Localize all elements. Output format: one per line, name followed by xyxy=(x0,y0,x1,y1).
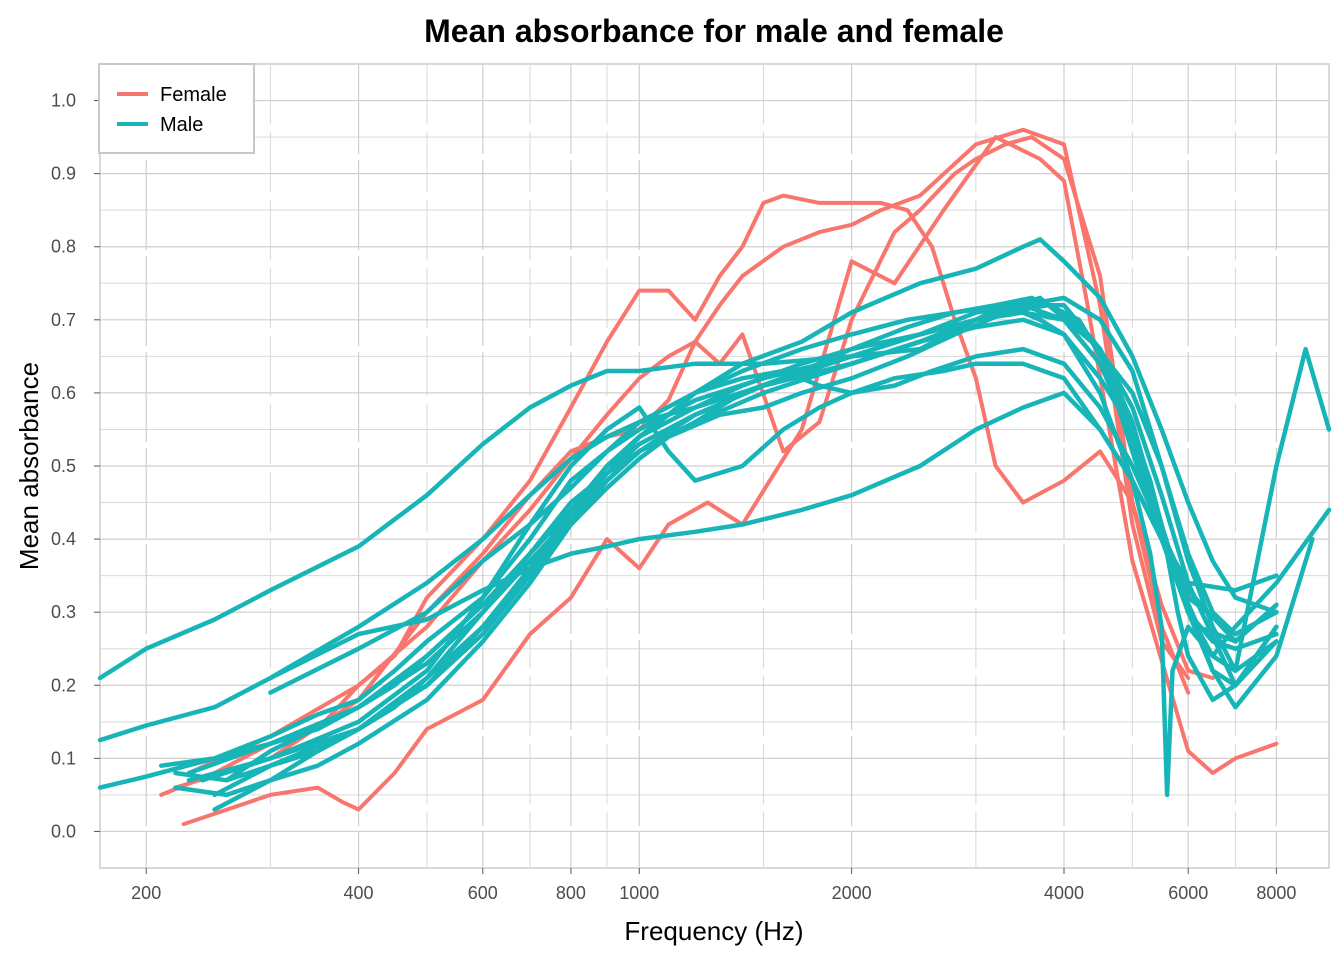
x-tick-label: 6000 xyxy=(1168,883,1208,903)
y-tick-label: 0.7 xyxy=(51,310,76,330)
y-axis-title: Mean absorbance xyxy=(14,362,44,570)
legend-label-male: Male xyxy=(160,114,203,136)
series-line-female xyxy=(173,135,1191,790)
x-tick-label: 800 xyxy=(556,883,586,903)
series-line-female xyxy=(181,135,1279,827)
chart-title: Mean absorbance for male and female xyxy=(424,13,1004,49)
legend: Female Male xyxy=(98,63,255,154)
x-axis-title: Frequency (Hz) xyxy=(624,916,803,946)
y-tick-label: 0.4 xyxy=(51,529,76,549)
series-group xyxy=(97,127,1332,827)
y-tick-label: 0.6 xyxy=(51,383,76,403)
series-line-male xyxy=(199,302,1279,783)
series-line-male xyxy=(268,237,1279,695)
y-tick-label: 0.2 xyxy=(51,675,76,695)
x-tick-label: 400 xyxy=(344,883,374,903)
series-line-female xyxy=(159,193,1215,797)
y-tick-label: 0.8 xyxy=(51,237,76,257)
y-axis: 0.0 0.1 0.2 0.3 0.4 0.5 0.6 0.7 0.8 0.9 1.0 xyxy=(51,91,100,841)
legend-label-female: Female xyxy=(160,84,227,106)
x-tick-label: 600 xyxy=(468,883,498,903)
series-line-male xyxy=(212,302,1279,812)
y-tick-label: 0.0 xyxy=(51,821,76,841)
x-tick-label: 200 xyxy=(131,883,161,903)
y-tick-label: 0.9 xyxy=(51,164,76,184)
x-tick-label: 1000 xyxy=(619,883,659,903)
x-tick-label: 4000 xyxy=(1044,883,1084,903)
series-line-male xyxy=(173,302,1279,798)
y-tick-label: 0.3 xyxy=(51,602,76,622)
plot-panel xyxy=(97,63,1332,869)
x-tick-label: 8000 xyxy=(1256,883,1296,903)
x-tick-label: 2000 xyxy=(832,883,872,903)
y-tick-label: 0.1 xyxy=(51,748,76,768)
legend-box xyxy=(98,63,255,154)
y-tick-label: 0.5 xyxy=(51,456,76,476)
x-axis: 200 400 600 800 1000 2000 4000 6000 8000 xyxy=(131,868,1296,903)
y-tick-label: 1.0 xyxy=(51,91,76,111)
